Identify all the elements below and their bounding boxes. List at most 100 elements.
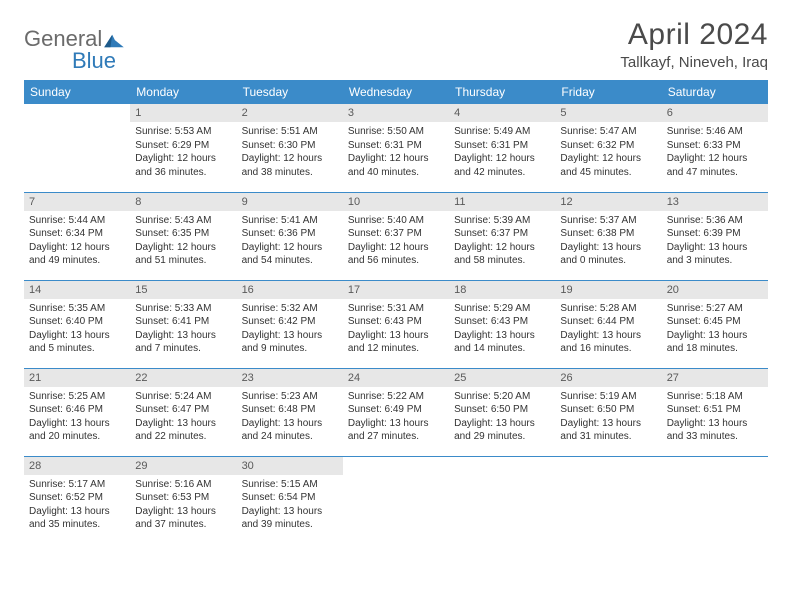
day-number: 19: [555, 281, 661, 299]
day-content: Sunrise: 5:23 AMSunset: 6:48 PMDaylight:…: [241, 390, 339, 444]
day-number: 6: [662, 104, 768, 122]
day-number: 18: [449, 281, 555, 299]
day-sunrise: Sunrise: 5:43 AM: [135, 214, 231, 228]
calendar-day-cell: 1Sunrise: 5:53 AMSunset: 6:29 PMDaylight…: [130, 104, 236, 192]
calendar-day-cell: 24 Sunrise: 5:22 AMSunset: 6:49 PMDayligh…: [343, 368, 449, 456]
calendar-week-row: 1Sunrise: 5:53 AMSunset: 6:29 PMDaylight…: [24, 104, 768, 192]
day-number: 9: [237, 193, 343, 211]
day-number: 12: [555, 193, 661, 211]
day-content: Sunrise: 5:49 AMSunset: 6:31 PMDaylight:…: [453, 125, 551, 179]
day-daylight2: and 14 minutes.: [454, 342, 550, 356]
title-block: April 2024 Tallkayf, Nineveh, Iraq: [620, 18, 768, 71]
day-content: Sunrise: 5:47 AMSunset: 6:32 PMDaylight:…: [559, 125, 657, 179]
day-daylight1: Daylight: 12 hours: [454, 241, 550, 255]
day-sunset: Sunset: 6:30 PM: [242, 139, 338, 153]
day-daylight2: and 3 minutes.: [667, 254, 763, 268]
calendar-day-cell: 4 Sunrise: 5:49 AMSunset: 6:31 PMDaylight…: [449, 104, 555, 192]
day-sunset: Sunset: 6:52 PM: [29, 491, 125, 505]
day-sunset: Sunset: 6:46 PM: [29, 403, 125, 417]
day-sunset: Sunset: 6:37 PM: [348, 227, 444, 241]
day-sunset: Sunset: 6:40 PM: [29, 315, 125, 329]
day-sunrise: Sunrise: 5:51 AM: [242, 125, 338, 139]
day-number: 24: [343, 369, 449, 387]
weekday-header: Thursday: [449, 80, 555, 104]
day-sunrise: Sunrise: 5:49 AM: [454, 125, 550, 139]
day-daylight1: Daylight: 12 hours: [667, 152, 763, 166]
day-sunrise: Sunrise: 5:24 AM: [135, 390, 231, 404]
day-daylight1: Daylight: 13 hours: [135, 329, 231, 343]
day-daylight2: and 47 minutes.: [667, 166, 763, 180]
day-number: 15: [130, 281, 236, 299]
weekday-header: Monday: [130, 80, 236, 104]
calendar-day-cell: 17Sunrise: 5:31 AMSunset: 6:43 PMDayligh…: [343, 280, 449, 368]
day-daylight2: and 42 minutes.: [454, 166, 550, 180]
day-number: 16: [237, 281, 343, 299]
day-number: 3: [343, 104, 449, 122]
day-sunrise: Sunrise: 5:37 AM: [560, 214, 656, 228]
weekday-header: Friday: [555, 80, 661, 104]
day-sunrise: Sunrise: 5:15 AM: [242, 478, 338, 492]
day-number: 28: [24, 457, 130, 475]
day-number: 8: [130, 193, 236, 211]
day-daylight1: Daylight: 12 hours: [135, 152, 231, 166]
day-daylight1: Daylight: 13 hours: [242, 505, 338, 519]
day-daylight2: and 40 minutes.: [348, 166, 444, 180]
day-sunset: Sunset: 6:41 PM: [135, 315, 231, 329]
calendar-day-cell: 14Sunrise: 5:35 AMSunset: 6:40 PMDayligh…: [24, 280, 130, 368]
day-sunrise: Sunrise: 5:29 AM: [454, 302, 550, 316]
day-daylight2: and 20 minutes.: [29, 430, 125, 444]
calendar-day-cell: 13Sunrise: 5:36 AMSunset: 6:39 PMDayligh…: [662, 192, 768, 280]
calendar-table: Sunday Monday Tuesday Wednesday Thursday…: [24, 80, 768, 544]
calendar-day-cell: [555, 456, 661, 544]
day-number: 4: [449, 104, 555, 122]
day-sunset: Sunset: 6:31 PM: [348, 139, 444, 153]
day-number: 11: [449, 193, 555, 211]
day-daylight2: and 58 minutes.: [454, 254, 550, 268]
day-content: Sunrise: 5:35 AMSunset: 6:40 PMDaylight:…: [28, 302, 126, 356]
day-sunrise: Sunrise: 5:47 AM: [560, 125, 656, 139]
day-daylight2: and 51 minutes.: [135, 254, 231, 268]
day-sunset: Sunset: 6:42 PM: [242, 315, 338, 329]
calendar-day-cell: 25Sunrise: 5:20 AMSunset: 6:50 PMDayligh…: [449, 368, 555, 456]
day-daylight1: Daylight: 13 hours: [29, 505, 125, 519]
calendar-page: GeneralBlue April 2024 Tallkayf, Nineveh…: [0, 0, 792, 554]
day-sunrise: Sunrise: 5:39 AM: [454, 214, 550, 228]
calendar-day-cell: [24, 104, 130, 192]
day-sunset: Sunset: 6:47 PM: [135, 403, 231, 417]
day-number: 27: [662, 369, 768, 387]
day-daylight1: Daylight: 13 hours: [29, 417, 125, 431]
day-number: 5: [555, 104, 661, 122]
day-daylight2: and 54 minutes.: [242, 254, 338, 268]
day-sunrise: Sunrise: 5:41 AM: [242, 214, 338, 228]
day-sunset: Sunset: 6:53 PM: [135, 491, 231, 505]
day-content: Sunrise: 5:53 AMSunset: 6:29 PMDaylight:…: [134, 125, 232, 179]
day-daylight2: and 0 minutes.: [560, 254, 656, 268]
day-number: 2: [237, 104, 343, 122]
brand-logo: GeneralBlue: [24, 18, 125, 74]
day-daylight1: Daylight: 12 hours: [135, 241, 231, 255]
day-sunset: Sunset: 6:37 PM: [454, 227, 550, 241]
day-sunrise: Sunrise: 5:33 AM: [135, 302, 231, 316]
day-content: Sunrise: 5:22 AMSunset: 6:49 PMDaylight:…: [347, 390, 445, 444]
day-daylight2: and 12 minutes.: [348, 342, 444, 356]
calendar-day-cell: 19 Sunrise: 5:28 AMSunset: 6:44 PMDayligh…: [555, 280, 661, 368]
day-sunset: Sunset: 6:33 PM: [667, 139, 763, 153]
weekday-header: Sunday: [24, 80, 130, 104]
day-daylight1: Daylight: 13 hours: [560, 329, 656, 343]
day-content: Sunrise: 5:51 AMSunset: 6:30 PMDaylight:…: [241, 125, 339, 179]
calendar-day-cell: 10Sunrise: 5:40 AMSunset: 6:37 PMDayligh…: [343, 192, 449, 280]
day-content: Sunrise: 5:36 AMSunset: 6:39 PMDaylight:…: [666, 214, 764, 268]
header-row: GeneralBlue April 2024 Tallkayf, Nineveh…: [24, 18, 768, 74]
day-sunset: Sunset: 6:49 PM: [348, 403, 444, 417]
day-content: Sunrise: 5:28 AMSunset: 6:44 PMDaylight:…: [559, 302, 657, 356]
calendar-day-cell: 20Sunrise: 5:27 AMSunset: 6:45 PMDayligh…: [662, 280, 768, 368]
day-daylight2: and 9 minutes.: [242, 342, 338, 356]
day-sunset: Sunset: 6:45 PM: [667, 315, 763, 329]
day-sunrise: Sunrise: 5:17 AM: [29, 478, 125, 492]
day-daylight2: and 38 minutes.: [242, 166, 338, 180]
day-content: Sunrise: 5:19 AMSunset: 6:50 PMDaylight:…: [559, 390, 657, 444]
day-number: 21: [24, 369, 130, 387]
calendar-day-cell: 9Sunrise: 5:41 AMSunset: 6:36 PMDaylight…: [237, 192, 343, 280]
day-sunrise: Sunrise: 5:32 AM: [242, 302, 338, 316]
day-sunrise: Sunrise: 5:16 AM: [135, 478, 231, 492]
